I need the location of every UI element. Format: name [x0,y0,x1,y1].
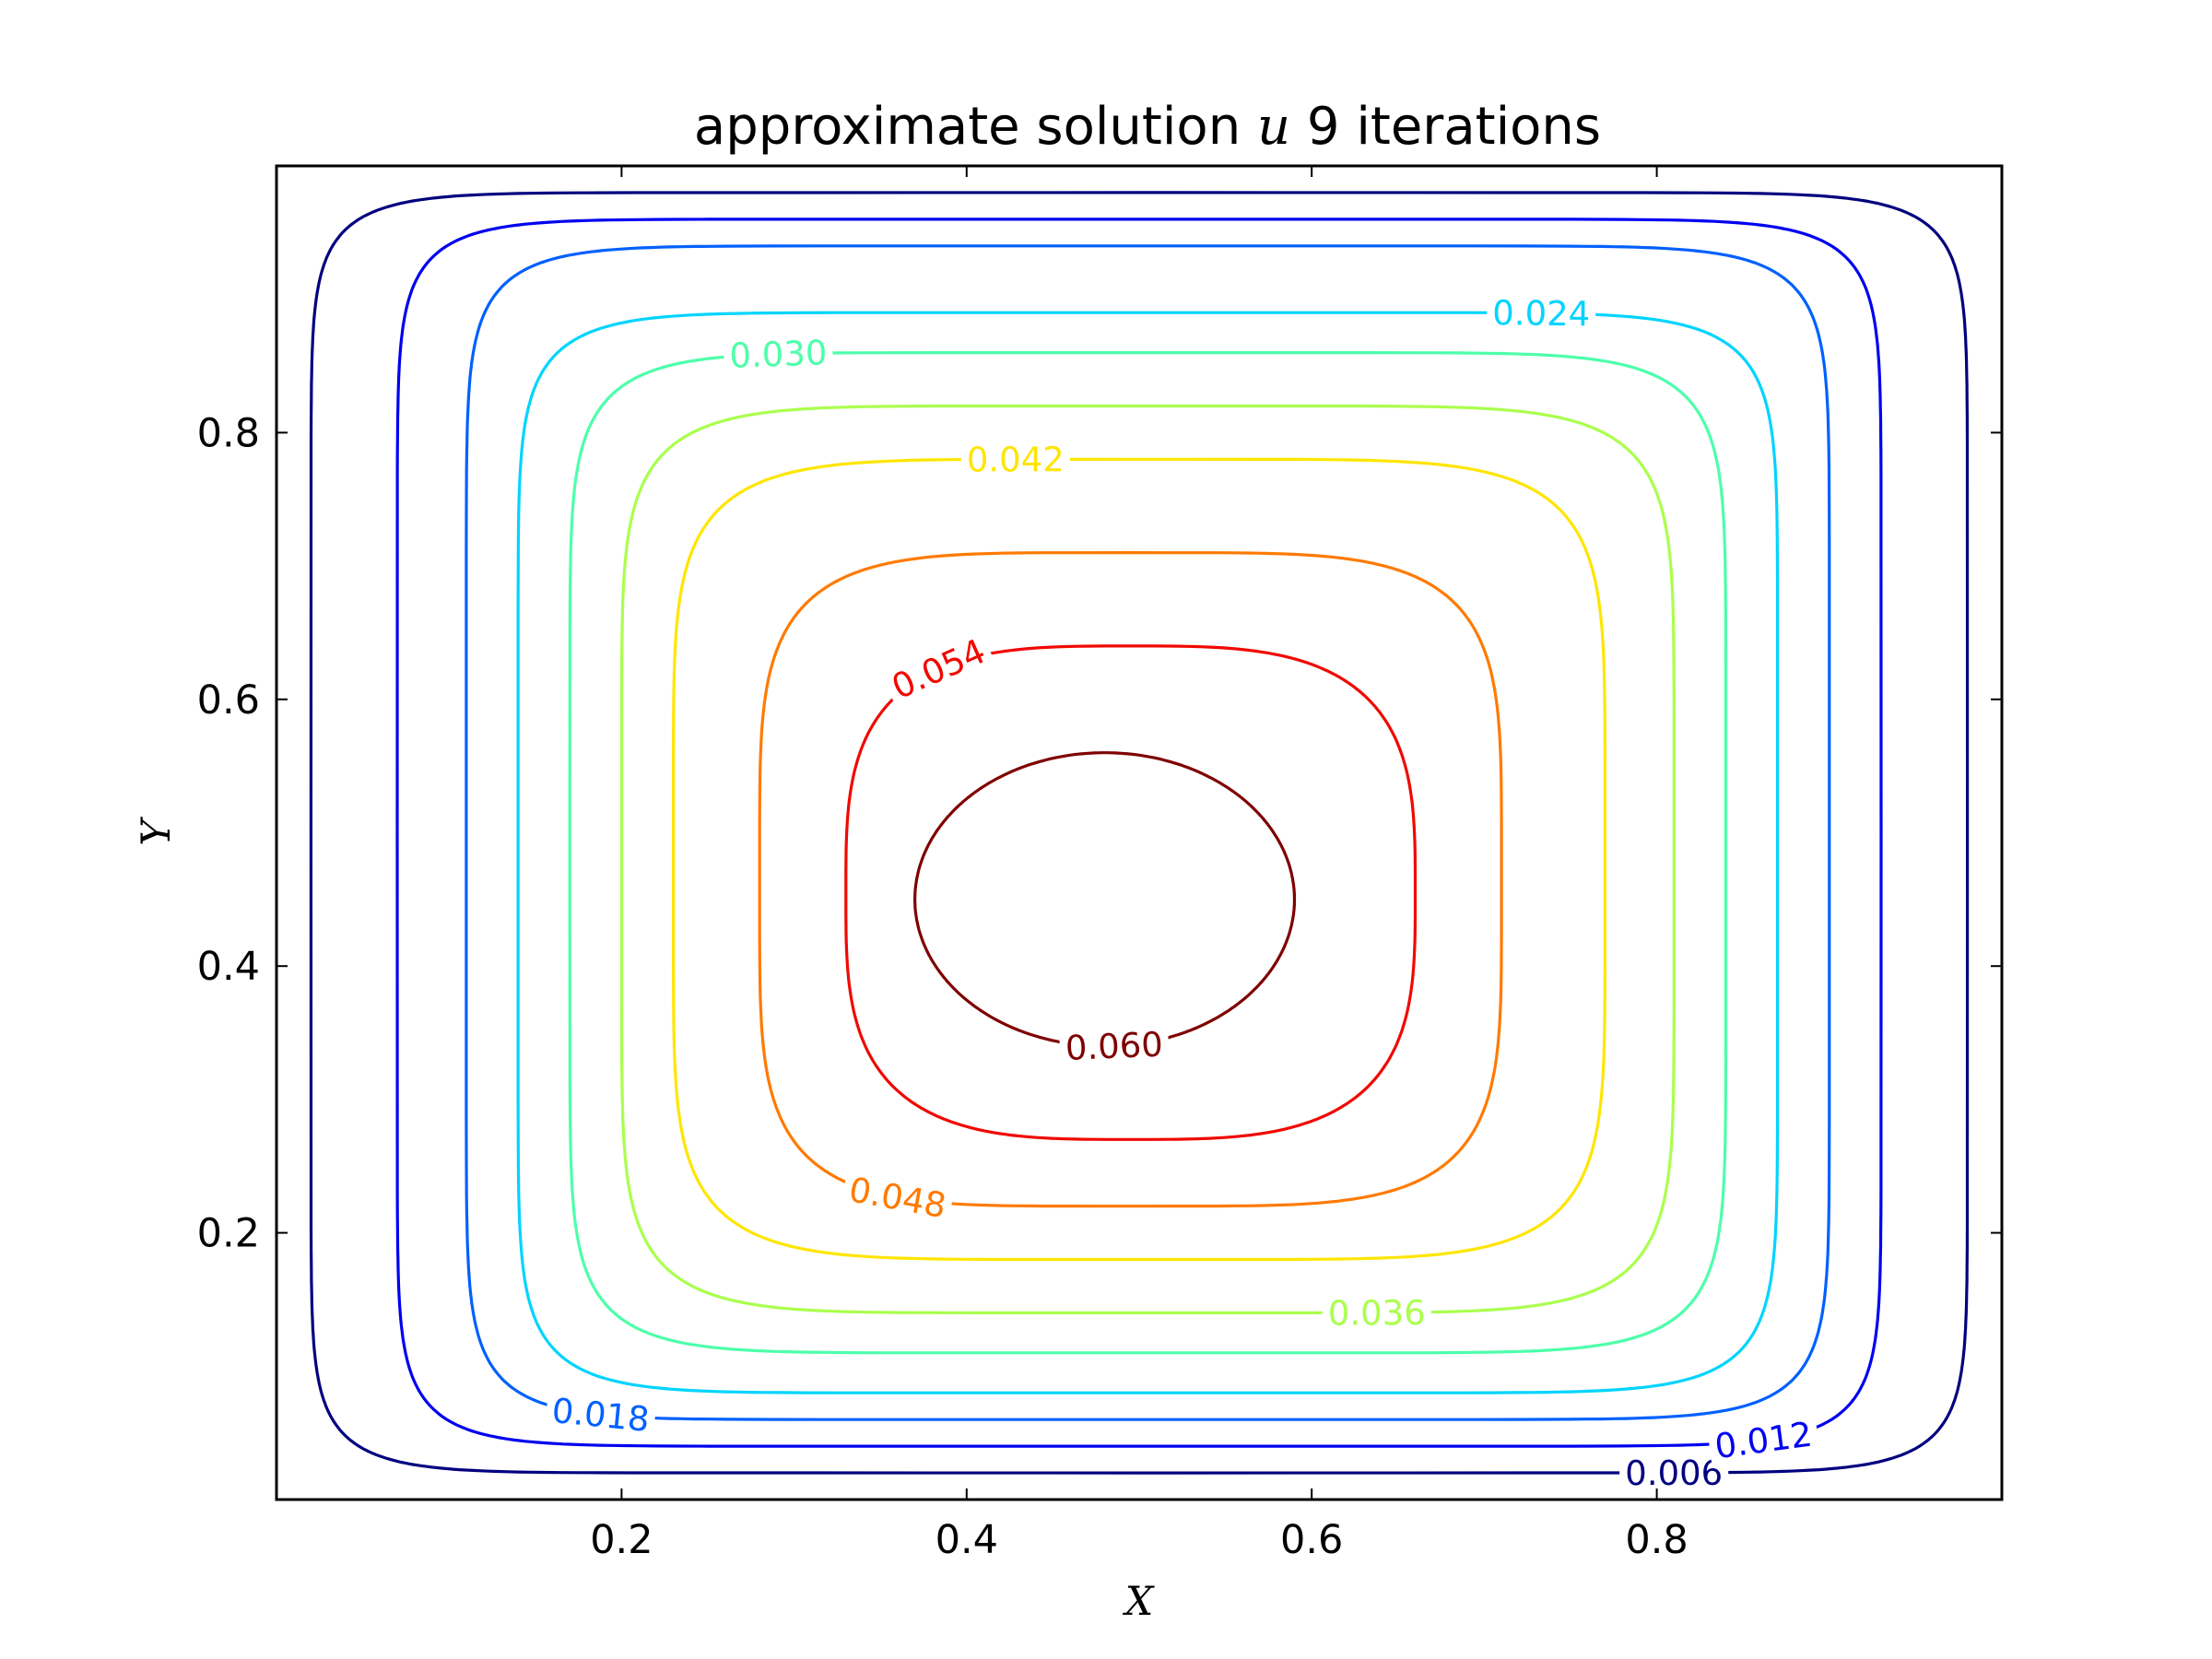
contour-label-0.042: 0.042 [967,440,1065,479]
y-tick-label: 0.4 [197,944,260,990]
y-tick-label: 0.8 [197,410,260,456]
x-tick-label: 0.6 [1280,1517,1343,1563]
y-tick-label: 0.6 [197,677,260,724]
contour-label-0.048: 0.048 [846,1170,949,1226]
contour-line-0.012 [395,218,1883,1448]
contour-label-gap [1059,1025,1170,1067]
x-axis-label: X [1123,1579,1156,1625]
contour-line-0.060 [912,751,1297,1048]
contour-line-0.042 [672,457,1606,1262]
contour-line-0.006 [309,191,1970,1475]
contour-label-0.036: 0.036 [1328,1293,1426,1334]
contour-label-0.018: 0.018 [550,1391,652,1440]
contour-line-0.048 [758,550,1503,1208]
contour-label-0.012: 0.012 [1712,1415,1815,1467]
x-tick-label: 0.8 [1625,1517,1688,1563]
plot-frame [275,164,2004,1501]
contour-label-gap [841,1170,955,1226]
contour-line-0.036 [619,404,1676,1314]
y-axis-label: Y [134,817,180,846]
chart-title-suffix: 9 iterations [1307,97,1601,157]
contour-label-gap [545,1391,657,1439]
contour-line-0.024 [516,311,1780,1394]
chart-title-main: approximate solution [694,97,1241,157]
contour-label-gap [1487,294,1596,333]
x-tick-label: 0.4 [935,1517,998,1563]
contour-label-0.030: 0.030 [729,333,828,375]
contour-line-0.018 [465,244,1831,1421]
axis-ticks [276,166,2002,1500]
contour-label-gap [1619,1453,1729,1492]
contour-label-gap [1322,1293,1431,1332]
axis-tick-labels: 0.2 0.4 0.6 0.8 0.2 0.4 0.6 0.8 [197,410,1688,1563]
contour-label-gap [881,629,996,708]
chart-title-math: u [1257,97,1290,157]
chart-title: approximate solution u 9 iterations [694,97,1601,157]
contour-line-0.054 [844,644,1418,1141]
contour-label-0.024: 0.024 [1492,293,1590,334]
contour-lines [309,191,1970,1475]
x-tick-label: 0.2 [590,1517,653,1563]
contour-line-0.030 [568,351,1728,1355]
contour-label-0.060: 0.060 [1065,1025,1164,1068]
contour-label-gap [960,441,1070,478]
y-tick-label: 0.2 [197,1211,260,1257]
contour-label-gap [1707,1414,1820,1466]
contour-label-0.006: 0.006 [1625,1453,1723,1493]
contour-label-gap [723,334,834,374]
contour-label-0.054: 0.054 [886,631,991,707]
